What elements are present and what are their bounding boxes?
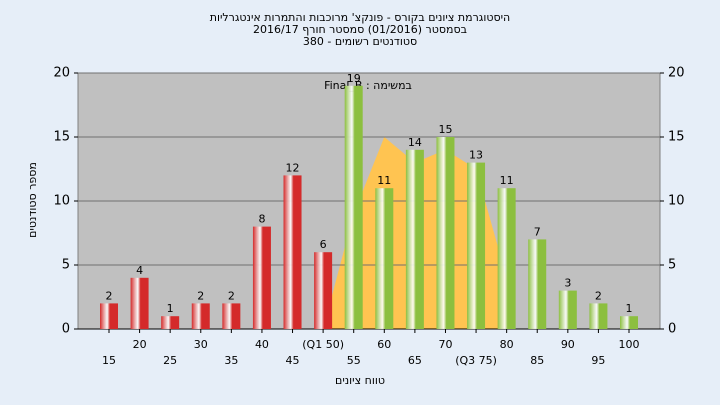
chart-subtitle: בסמסטר (01/2016) סמסטר חורף 2016/17	[253, 23, 467, 36]
y-tick-label: 10	[53, 194, 70, 209]
bar	[558, 290, 577, 329]
y-tick-label: 0	[62, 322, 70, 337]
y2-tick-label: 15	[668, 130, 685, 145]
bar	[436, 137, 455, 329]
bar	[130, 277, 149, 329]
y-tick-label: 15	[53, 130, 70, 145]
bar	[161, 316, 180, 329]
y-axis-title: מספר סטודנטים	[26, 162, 39, 238]
x-tick-label: 45	[286, 354, 300, 367]
x-tick-label: 100	[619, 338, 640, 351]
chart-title: היסטוגרמת ציונים בקורס - פונקצ' מרוכבות …	[210, 11, 511, 24]
y2-tick-label: 10	[668, 194, 685, 209]
x-tick-label: 30	[194, 338, 208, 351]
bar	[100, 303, 118, 329]
data-label: 1	[626, 302, 633, 315]
y2-tick-label: 5	[668, 258, 676, 273]
y-tick-label: 5	[62, 258, 70, 273]
x-tick-label: (Q3 75)	[455, 354, 497, 367]
x-tick-label: 95	[591, 354, 605, 367]
data-label: 13	[469, 149, 483, 162]
data-label: 4	[136, 264, 143, 277]
bar	[528, 239, 547, 329]
chart-subtitle: סטודנטים רשומים - 380	[303, 35, 417, 48]
data-label: 11	[377, 174, 391, 187]
bar	[222, 303, 241, 329]
bar	[252, 226, 271, 329]
x-tick-label: 40	[255, 338, 269, 351]
bar	[405, 149, 424, 329]
bar	[589, 303, 608, 329]
x-tick-label: 60	[377, 338, 391, 351]
x-tick-label: 90	[561, 338, 575, 351]
x-tick-label: 70	[438, 338, 452, 351]
data-label: 19	[347, 72, 361, 85]
data-label: 1	[167, 302, 174, 315]
x-tick-label: 20	[133, 338, 147, 351]
bar	[191, 303, 210, 329]
data-label: 7	[534, 225, 541, 238]
data-label: 2	[595, 289, 602, 302]
y-tick-label: 20	[53, 66, 70, 81]
bar	[497, 188, 516, 329]
annotation: במשימה : Final_B	[324, 79, 412, 92]
data-label: 2	[228, 289, 235, 302]
data-label: 2	[106, 289, 113, 302]
x-tick-label: 55	[347, 354, 361, 367]
data-label: 2	[197, 289, 204, 302]
data-label: 6	[320, 238, 327, 251]
y2-tick-label: 20	[668, 66, 685, 81]
x-tick-label: 65	[408, 354, 422, 367]
x-tick-label: 25	[163, 354, 177, 367]
bar	[467, 162, 486, 329]
data-label: 11	[500, 174, 514, 187]
data-label: 8	[258, 213, 265, 226]
bar	[283, 175, 302, 329]
data-label: 12	[286, 161, 300, 174]
data-label: 14	[408, 136, 422, 149]
data-label: 15	[438, 123, 452, 136]
bar	[620, 316, 638, 329]
x-tick-label: 80	[500, 338, 514, 351]
data-label: 3	[564, 277, 571, 290]
x-tick-label: 35	[224, 354, 238, 367]
x-tick-label: 85	[530, 354, 544, 367]
bar	[314, 252, 333, 329]
bar	[344, 85, 363, 329]
x-tick-label: (Q1 50)	[302, 338, 344, 351]
x-tick-label: 15	[102, 354, 116, 367]
bar	[375, 188, 394, 329]
y2-tick-label: 0	[668, 322, 676, 337]
x-axis-title: טווח ציונים	[335, 374, 385, 387]
